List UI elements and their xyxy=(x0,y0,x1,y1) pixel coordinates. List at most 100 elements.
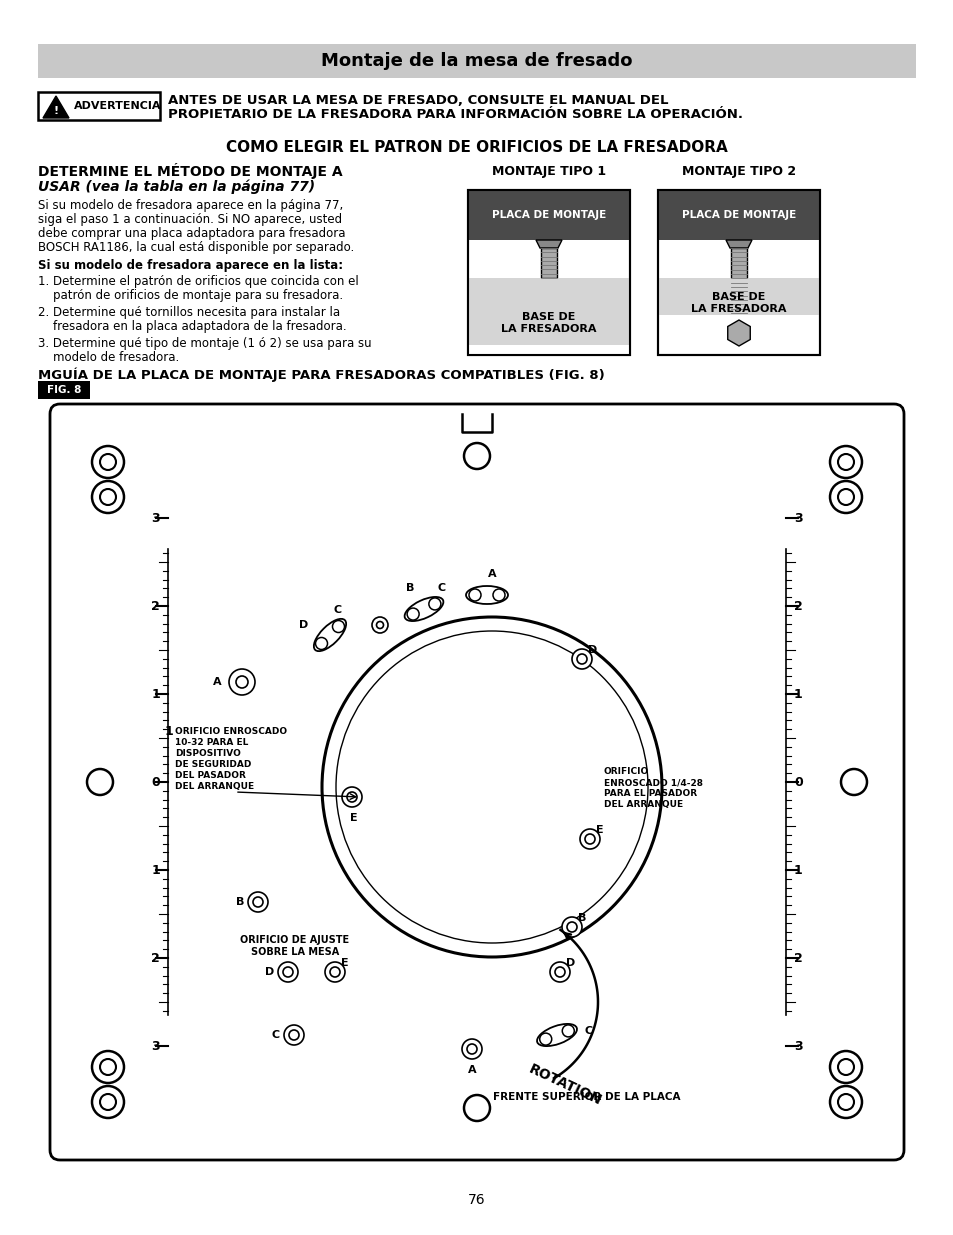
Text: MGUÍA DE LA PLACA DE MONTAJE PARA FRESADORAS COMPATIBLES (FIG. 8): MGUÍA DE LA PLACA DE MONTAJE PARA FRESAD… xyxy=(38,367,604,382)
Text: 3: 3 xyxy=(152,1040,160,1052)
Circle shape xyxy=(566,923,577,932)
Circle shape xyxy=(550,962,569,982)
Text: PROPIETARIO DE LA FRESADORA PARA INFORMACIÓN SOBRE LA OPERACIÓN.: PROPIETARIO DE LA FRESADORA PARA INFORMA… xyxy=(168,107,742,121)
Text: B: B xyxy=(235,897,244,906)
Circle shape xyxy=(429,598,440,610)
Text: D: D xyxy=(298,620,308,630)
Circle shape xyxy=(315,637,327,650)
Bar xyxy=(461,412,492,432)
Circle shape xyxy=(555,967,564,977)
Circle shape xyxy=(463,443,490,469)
Polygon shape xyxy=(43,96,69,119)
Circle shape xyxy=(100,1058,116,1074)
Circle shape xyxy=(469,589,480,601)
Circle shape xyxy=(829,1086,862,1118)
Circle shape xyxy=(461,1039,481,1058)
Text: DETERMINE EL MÉTODO DE MONTAJE A: DETERMINE EL MÉTODO DE MONTAJE A xyxy=(38,163,342,179)
Ellipse shape xyxy=(465,585,507,604)
Text: 3: 3 xyxy=(793,1040,801,1052)
Circle shape xyxy=(229,669,254,695)
Text: 2: 2 xyxy=(152,599,160,613)
Text: ENROSCADO 1/4-28: ENROSCADO 1/4-28 xyxy=(603,778,702,787)
Text: 2: 2 xyxy=(152,951,160,965)
Text: C: C xyxy=(334,605,342,615)
Text: FRENTE SUPERIOR DE LA PLACA: FRENTE SUPERIOR DE LA PLACA xyxy=(493,1092,680,1102)
Circle shape xyxy=(837,489,853,505)
Text: 1: 1 xyxy=(793,688,801,700)
Polygon shape xyxy=(536,240,561,248)
Circle shape xyxy=(100,1094,116,1110)
Text: BASE DE: BASE DE xyxy=(521,311,575,321)
Bar xyxy=(468,190,629,354)
Text: LA FRESADORA: LA FRESADORA xyxy=(500,325,597,335)
Bar xyxy=(468,190,629,354)
Circle shape xyxy=(372,618,388,634)
Circle shape xyxy=(322,618,661,957)
Text: !: ! xyxy=(53,106,58,116)
Text: COMO ELEGIR EL PATRON DE ORIFICIOS DE LA FRESADORA: COMO ELEGIR EL PATRON DE ORIFICIOS DE LA… xyxy=(226,140,727,156)
Text: 0: 0 xyxy=(793,776,801,788)
Bar xyxy=(540,248,557,278)
Circle shape xyxy=(283,967,293,977)
Text: ORIFICIO ENROSCADO: ORIFICIO ENROSCADO xyxy=(174,727,287,736)
Text: PLACA DE MONTAJE: PLACA DE MONTAJE xyxy=(492,210,605,220)
Text: E: E xyxy=(340,958,348,968)
Text: B: B xyxy=(578,913,586,923)
Ellipse shape xyxy=(537,1024,577,1046)
Ellipse shape xyxy=(404,597,443,621)
Bar xyxy=(38,91,160,120)
Text: D: D xyxy=(565,958,575,968)
Text: 1: 1 xyxy=(152,688,160,700)
Circle shape xyxy=(837,1058,853,1074)
Text: ADVERTENCIA: ADVERTENCIA xyxy=(74,101,161,111)
Text: BASE DE: BASE DE xyxy=(712,291,765,301)
Text: LA FRESADORA: LA FRESADORA xyxy=(691,305,786,315)
Text: 1: 1 xyxy=(793,863,801,877)
Bar xyxy=(730,248,746,312)
Bar xyxy=(38,382,90,399)
Text: E: E xyxy=(350,813,357,823)
Text: DEL ARRANQUE: DEL ARRANQUE xyxy=(174,782,253,790)
Bar xyxy=(38,44,915,78)
Circle shape xyxy=(829,480,862,513)
Circle shape xyxy=(539,1034,551,1045)
Circle shape xyxy=(577,655,586,664)
Text: DISPOSITIVO: DISPOSITIVO xyxy=(174,748,240,758)
Text: 3: 3 xyxy=(152,511,160,525)
Text: patrón de orificios de montaje para su fresadora.: patrón de orificios de montaje para su f… xyxy=(38,289,343,303)
Circle shape xyxy=(100,454,116,471)
Circle shape xyxy=(253,897,263,906)
Text: ORIFICIO: ORIFICIO xyxy=(603,767,649,776)
Text: BOSCH RA1186, la cual está disponible por separado.: BOSCH RA1186, la cual está disponible po… xyxy=(38,241,354,254)
Text: 10-32 PARA EL: 10-32 PARA EL xyxy=(174,739,248,747)
Text: MONTAJE TIPO 1: MONTAJE TIPO 1 xyxy=(492,165,605,178)
Circle shape xyxy=(341,787,361,806)
Bar xyxy=(658,190,820,240)
Circle shape xyxy=(235,676,248,688)
Bar xyxy=(468,278,629,354)
Text: E: E xyxy=(596,825,603,835)
Text: DEL PASADOR: DEL PASADOR xyxy=(174,771,246,781)
Text: PLACA DE MONTAJE: PLACA DE MONTAJE xyxy=(681,210,796,220)
Circle shape xyxy=(91,480,124,513)
Circle shape xyxy=(335,631,647,944)
Circle shape xyxy=(91,1086,124,1118)
Circle shape xyxy=(289,1030,298,1040)
Text: MONTAJE TIPO 2: MONTAJE TIPO 2 xyxy=(681,165,795,178)
Bar xyxy=(658,190,820,354)
Text: ROTATION: ROTATION xyxy=(526,1062,603,1108)
FancyBboxPatch shape xyxy=(50,404,903,1160)
Polygon shape xyxy=(727,320,749,346)
Ellipse shape xyxy=(314,619,346,651)
Circle shape xyxy=(100,489,116,505)
Circle shape xyxy=(91,1051,124,1083)
Text: A: A xyxy=(213,677,222,687)
Circle shape xyxy=(572,650,592,669)
Text: ORIFICIO DE AJUSTE: ORIFICIO DE AJUSTE xyxy=(240,935,349,945)
Circle shape xyxy=(347,792,356,802)
Polygon shape xyxy=(725,240,751,248)
Text: C: C xyxy=(437,583,446,593)
Circle shape xyxy=(330,967,339,977)
Circle shape xyxy=(579,829,599,848)
Text: DE SEGURIDAD: DE SEGURIDAD xyxy=(174,760,251,769)
